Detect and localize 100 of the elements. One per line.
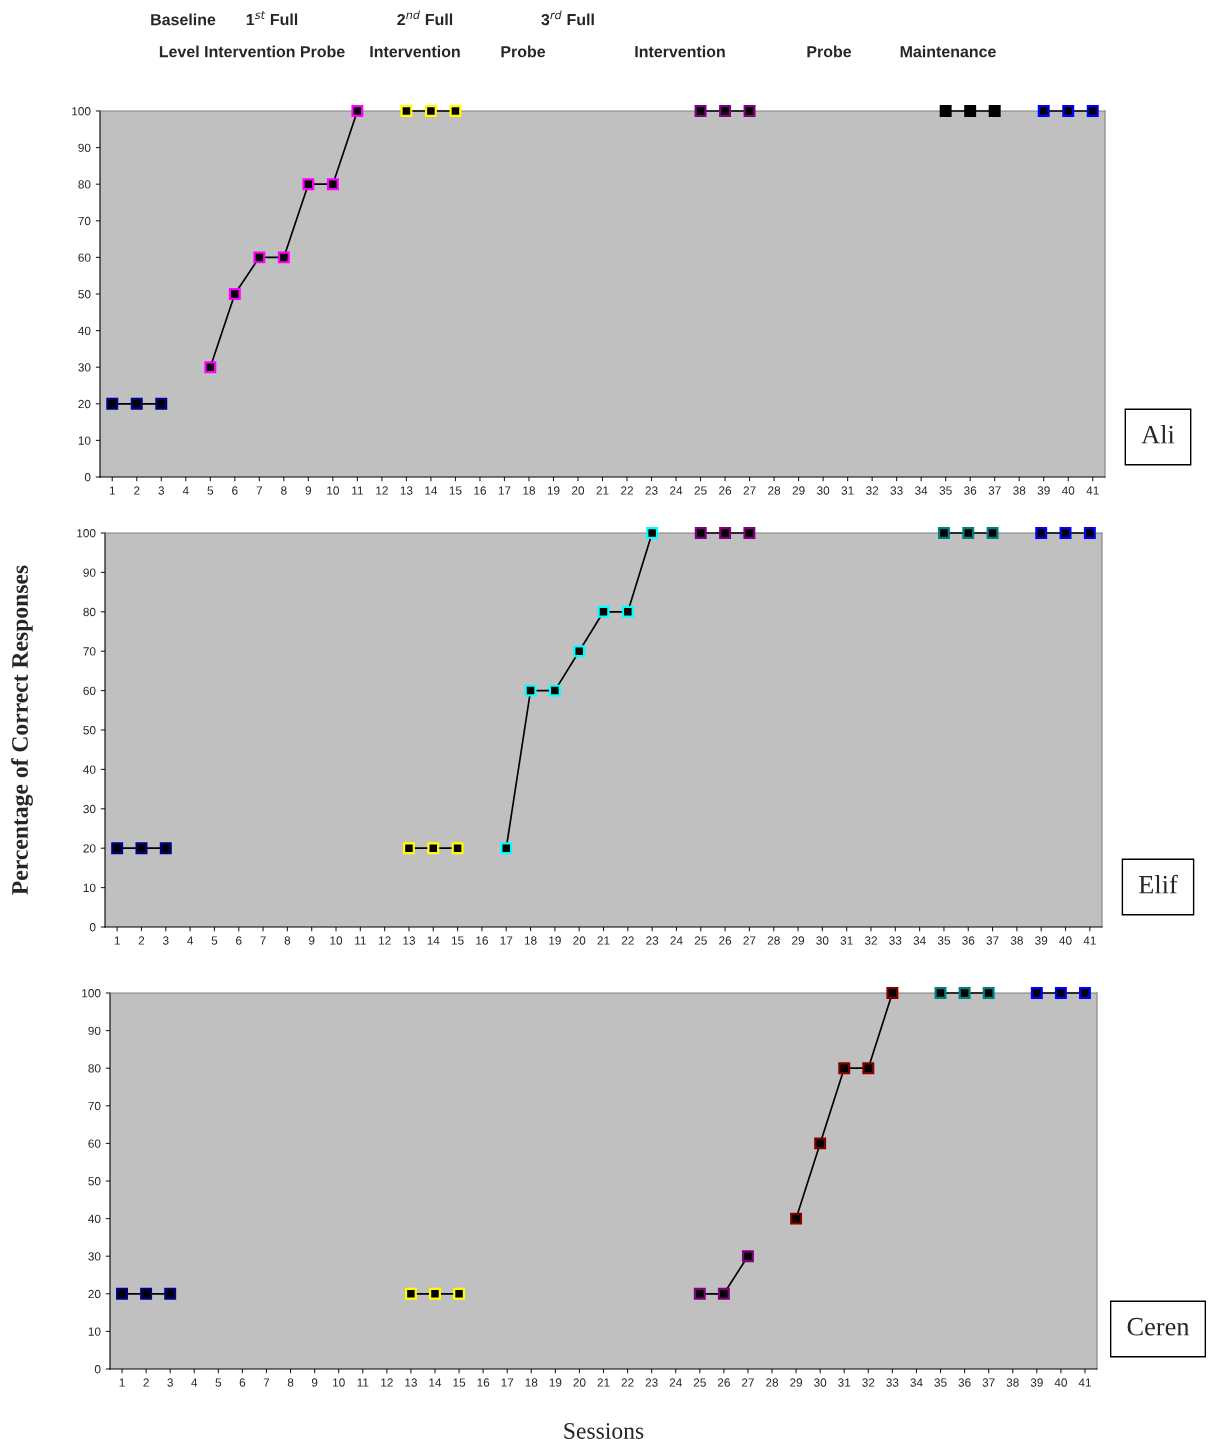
x-tick-label: 35	[934, 1378, 947, 1387]
x-tick-label: 41	[1078, 1378, 1091, 1387]
point	[159, 842, 172, 855]
x-tick-label: 38	[1010, 936, 1023, 945]
point	[228, 288, 241, 300]
x-tick-label: 10	[330, 936, 343, 945]
x-tick-label: 33	[889, 936, 902, 945]
text: Ali	[1141, 425, 1175, 444]
x-tick-label: 34	[910, 1378, 923, 1387]
point	[719, 527, 732, 539]
x-tick-label: 22	[621, 936, 634, 945]
point	[1086, 105, 1099, 117]
point	[116, 1287, 129, 1300]
point	[694, 105, 707, 117]
x-tick-label: 19	[549, 936, 561, 945]
x-tick-label: 1	[114, 936, 120, 945]
x-tick-label: 38	[1006, 1378, 1019, 1387]
x-tick-label: 12	[381, 1378, 393, 1387]
x-tick-label: 16	[476, 936, 488, 945]
x-tick-label: 29	[792, 486, 805, 495]
point	[326, 178, 339, 191]
y-tick-label: 90	[88, 1026, 101, 1035]
x-tick-label: 40	[1054, 1378, 1067, 1387]
y-tick-label: 0	[89, 923, 96, 932]
x-tick-label: 30	[816, 486, 830, 495]
point	[743, 527, 756, 539]
y-tick-label: 60	[83, 686, 96, 695]
x-tick-label: 26	[719, 486, 732, 495]
y-tick-label: 20	[88, 1289, 101, 1299]
x-tick-label: 11	[355, 936, 366, 945]
x-tick-label: 4	[191, 1378, 198, 1387]
point	[130, 397, 143, 410]
x-tick-label: 5	[215, 1378, 222, 1387]
point	[500, 842, 513, 855]
point	[982, 987, 995, 999]
x-tick-label: 10	[333, 1378, 345, 1387]
point	[453, 1287, 466, 1300]
x-tick-label: 14	[427, 936, 440, 945]
x-tick-label: 3	[162, 936, 169, 945]
point	[573, 645, 586, 658]
x-tick-label: 28	[766, 1378, 779, 1387]
x-tick-label: 15	[453, 1378, 466, 1387]
x-tick-label: 12	[378, 936, 391, 945]
text: Probe	[501, 45, 546, 58]
y-axis-title: Percentage of Correct Responses	[11, 565, 33, 895]
x-tick-label: 34	[913, 936, 926, 945]
point	[862, 1062, 875, 1075]
x-tick-label: 7	[263, 1378, 270, 1387]
x-tick-label: 35	[939, 486, 952, 495]
x-tick-label: 29	[792, 936, 805, 945]
x-tick-label: 33	[890, 486, 903, 495]
x-tick-label: 39	[1035, 936, 1048, 945]
x-tick-label: 8	[287, 1378, 294, 1387]
point	[741, 1250, 754, 1263]
x-tick-label: 2	[134, 486, 140, 495]
x-tick-label: 16	[477, 1378, 490, 1387]
x-tick-label: 24	[670, 486, 683, 495]
point	[694, 527, 707, 539]
x-tick-label: 30	[814, 1378, 827, 1387]
x-tick-label: 12	[376, 486, 388, 495]
point	[400, 105, 413, 117]
x-tick-label: 23	[645, 486, 658, 495]
x-tick-label: 25	[694, 936, 707, 945]
x-tick-label: 18	[525, 1378, 538, 1387]
x-tick-label: 23	[645, 1378, 658, 1387]
y-tick-label: 40	[78, 326, 91, 335]
y-tick-label: 60	[88, 1139, 101, 1148]
x-tick-label: 7	[260, 936, 266, 945]
point	[958, 987, 971, 999]
text: Baseline	[151, 13, 216, 26]
point	[253, 251, 266, 264]
x-tick-label: 36	[964, 486, 977, 495]
y-tick-label: 50	[78, 290, 91, 299]
x-tick-label: 38	[1013, 486, 1026, 495]
x-tick-label: 20	[573, 936, 586, 945]
x-tick-label: 21	[596, 486, 609, 495]
point	[646, 527, 659, 539]
y-tick-label: 10	[83, 883, 96, 892]
x-tick-label: 19	[547, 486, 560, 495]
x-tick-label: 32	[862, 1378, 875, 1387]
x-tick-label: 10	[327, 486, 339, 495]
point	[939, 105, 952, 117]
x-tick-label: 2	[138, 936, 145, 945]
y-tick-label: 30	[83, 804, 96, 814]
point	[838, 1062, 851, 1075]
y-tick-label: 40	[83, 765, 96, 774]
text: Ceren	[1127, 1317, 1190, 1336]
text: Level Intervention Probe	[159, 45, 345, 58]
point	[424, 105, 437, 117]
y-tick-label: 70	[88, 1101, 101, 1111]
x-tick-label: 34	[915, 486, 928, 495]
text: Elif	[1138, 874, 1178, 894]
point	[427, 842, 440, 855]
x-tick-label: 1	[119, 1378, 125, 1387]
point	[164, 1287, 177, 1300]
x-tick-label: 27	[741, 1378, 754, 1387]
x-tick-label: 18	[524, 936, 537, 945]
point	[429, 1287, 441, 1300]
y-tick-label: 80	[88, 1064, 101, 1073]
text: Maintenance	[900, 45, 996, 58]
